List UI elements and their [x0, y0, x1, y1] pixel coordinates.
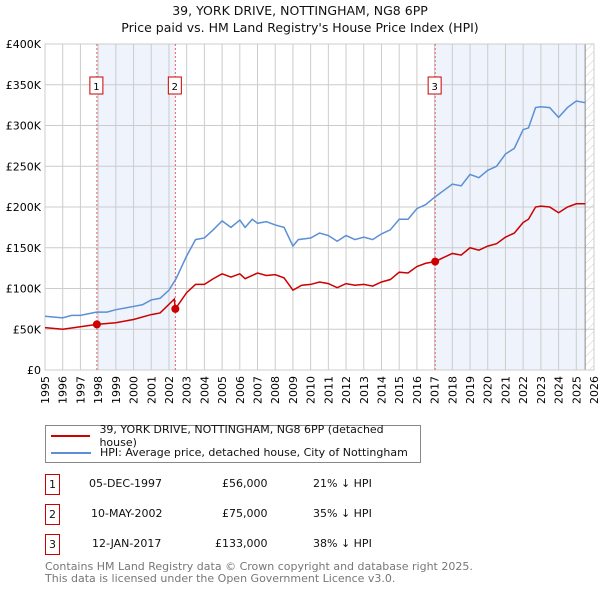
x-tick-label: 2013 [358, 376, 371, 404]
y-tick-label: £400K [6, 38, 42, 51]
y-tick-label: £350K [6, 79, 42, 92]
x-tick-label: 2021 [499, 376, 512, 404]
y-tick-label: £50K [13, 323, 42, 336]
x-tick-label: 1996 [57, 376, 70, 404]
y-tick-label: £150K [6, 242, 42, 255]
x-tick-label: 2003 [181, 376, 194, 404]
series-line [44, 202, 586, 331]
sale-label: 2 [172, 82, 178, 93]
x-tick-label: 2022 [517, 376, 530, 404]
marker-badge: 3 [45, 534, 60, 555]
legend-label: HPI: Average price, detached house, City… [100, 446, 408, 459]
transaction-row: 3 12-JAN-2017 £133,000 38% ↓ HPI [45, 534, 445, 555]
sale-price: £133,000 [215, 537, 268, 550]
x-tick-label: 2008 [269, 376, 282, 404]
hpi-diff: 21% ↓ HPI [313, 477, 372, 490]
marker-badge: 2 [45, 504, 60, 525]
x-tick-label: 2016 [411, 376, 424, 404]
y-tick-label: £300K [6, 120, 42, 133]
legend-item-hpi: HPI: Average price, detached house, City… [51, 444, 408, 461]
y-tick-label: £250K [6, 160, 42, 173]
hpi-diff: 35% ↓ HPI [313, 507, 372, 520]
x-tick-label: 2018 [446, 376, 459, 404]
sale-point [171, 304, 180, 313]
x-tick-label: 2023 [535, 376, 548, 404]
x-tick-label: 2007 [252, 376, 265, 404]
sale-label: 1 [93, 82, 99, 93]
sale-point [431, 257, 440, 266]
x-tick-label: 1997 [74, 376, 87, 404]
chart-title: 39, YORK DRIVE, NOTTINGHAM, NG8 6PP [172, 3, 428, 18]
legend-item-property: 39, YORK DRIVE, NOTTINGHAM, NG8 6PP (det… [51, 423, 420, 449]
x-tick-label: 2006 [234, 376, 247, 404]
sale-point [92, 320, 101, 329]
legend-swatch-blue [51, 451, 91, 454]
legend-label: 39, YORK DRIVE, NOTTINGHAM, NG8 6PP (det… [99, 422, 384, 449]
transaction-row: 2 10-MAY-2002 £75,000 35% ↓ HPI [45, 504, 445, 525]
x-tick-label: 2026 [588, 376, 600, 404]
x-tick-label: 2014 [375, 376, 388, 404]
legend: 39, YORK DRIVE, NOTTINGHAM, NG8 6PP (det… [45, 423, 421, 463]
sale-label-box [167, 76, 182, 95]
y-tick-label: £200K [6, 201, 42, 214]
x-tick-label: 2024 [553, 376, 566, 404]
x-tick-label: 2015 [393, 376, 406, 404]
x-tick-label: 2020 [482, 376, 495, 404]
price-chart: 1995 1996 1997 1998 1999 2000 2001 2002 2003 2004… [6, 38, 600, 404]
x-tick-label: 2004 [198, 376, 211, 404]
sale-date: 10-MAY-2002 [91, 507, 163, 520]
x-tick-label: 2012 [340, 376, 353, 404]
y-tick-label: £0 [27, 364, 41, 377]
transaction-row: 1 05-DEC-1997 £56,000 21% ↓ HPI [45, 474, 445, 495]
x-tick-label: 2000 [128, 376, 141, 404]
chart-subtitle: Price paid vs. HM Land Registry's House … [121, 20, 479, 35]
x-tick-label: 1999 [110, 376, 123, 404]
x-tick-label: 2009 [287, 376, 300, 404]
sale-date: 05-DEC-1997 [89, 477, 163, 490]
x-tick-label: 2019 [464, 376, 477, 404]
plot-frame [44, 43, 595, 371]
x-tick-label: 2011 [322, 376, 335, 404]
hpi-diff: 38% ↓ HPI [313, 537, 372, 550]
sale-price: £75,000 [222, 507, 268, 520]
x-tick-label: 2002 [163, 376, 176, 404]
sale-label-box [89, 76, 104, 95]
x-tick-label: 1998 [92, 376, 105, 404]
x-tick-label: 2017 [429, 376, 442, 404]
sale-label-box [427, 76, 442, 95]
y-tick-label: £100K [6, 283, 42, 296]
sale-date: 12-JAN-2017 [92, 537, 162, 550]
series-line [44, 100, 586, 319]
legend-swatch-red [51, 434, 91, 437]
footer-licence: This data is licensed under the Open Gov… [45, 572, 396, 585]
marker-badge: 1 [45, 474, 60, 495]
x-tick-label: 2010 [305, 376, 318, 404]
x-tick-label: 2001 [145, 376, 158, 404]
x-tick-label: 2025 [570, 376, 583, 404]
x-tick-label: 2005 [216, 376, 229, 404]
sale-label: 3 [431, 82, 437, 93]
sale-price: £56,000 [222, 477, 268, 490]
footer-copyright: Contains HM Land Registry data © Crown c… [45, 560, 473, 573]
x-tick-label: 1995 [39, 376, 52, 404]
